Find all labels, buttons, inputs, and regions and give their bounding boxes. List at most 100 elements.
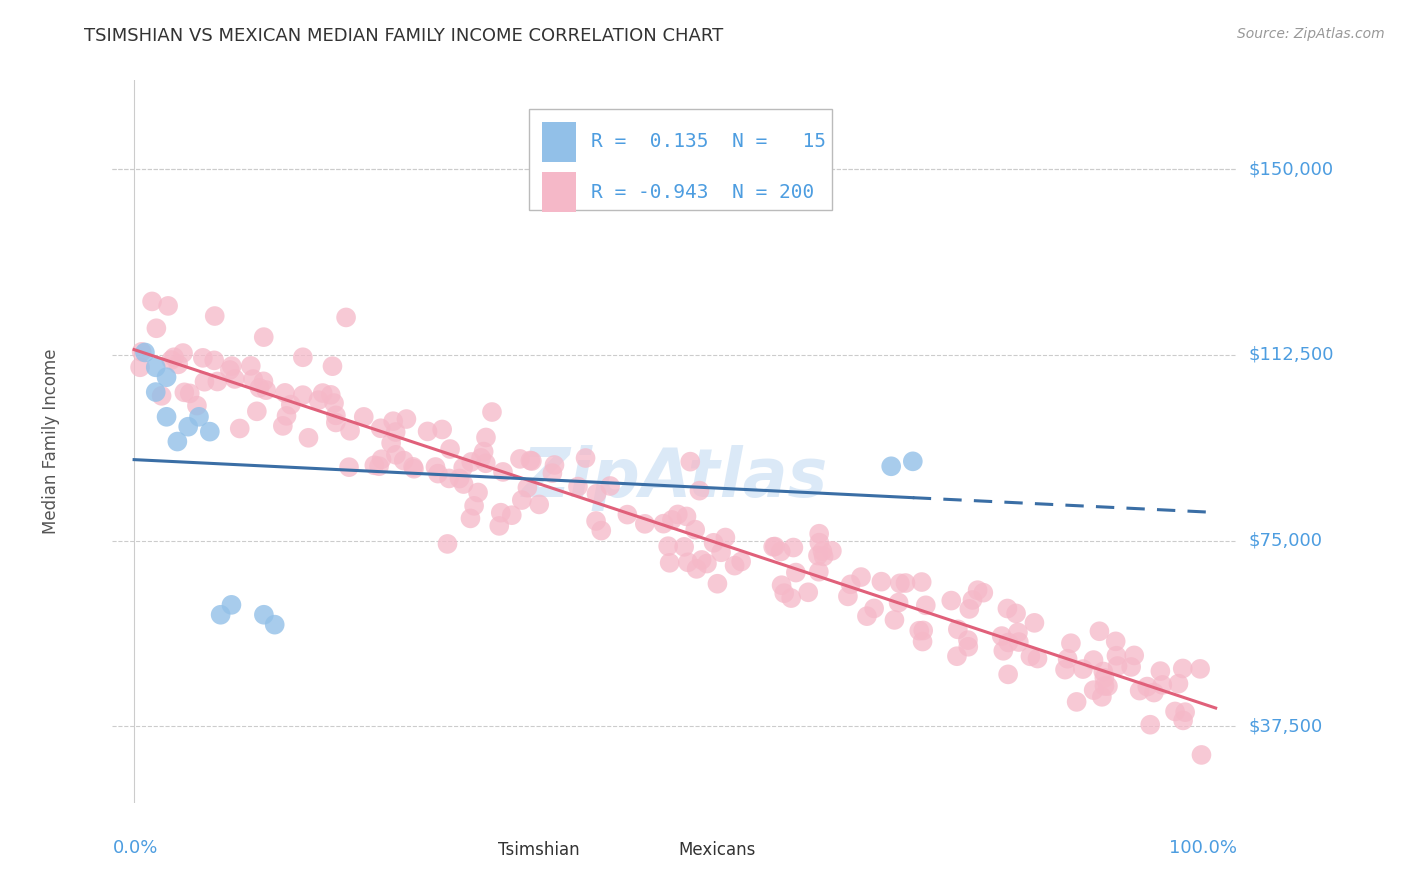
Point: [249, 381, 271, 395]
Point: [673, 540, 696, 554]
Point: [1097, 679, 1119, 693]
Point: [782, 541, 804, 555]
Point: [274, 385, 297, 400]
Point: [797, 585, 820, 599]
Point: [541, 466, 564, 480]
Point: [567, 480, 589, 494]
Point: [509, 451, 531, 466]
Point: [527, 497, 550, 511]
Point: [134, 345, 156, 359]
Point: [1171, 661, 1194, 675]
Point: [808, 526, 831, 541]
Text: R = -0.943  N = 200: R = -0.943 N = 200: [591, 183, 814, 202]
Point: [280, 398, 302, 412]
Point: [813, 549, 835, 564]
Point: [808, 535, 831, 549]
Point: [166, 434, 188, 449]
Point: [145, 385, 167, 400]
Point: [997, 635, 1019, 649]
Point: [666, 508, 689, 522]
Text: R =  0.135  N =   15: R = 0.135 N = 15: [591, 132, 825, 152]
Point: [229, 421, 252, 435]
Point: [193, 375, 215, 389]
Point: [475, 456, 498, 470]
Point: [1019, 649, 1042, 664]
Point: [291, 351, 314, 365]
Point: [1105, 634, 1128, 648]
Point: [679, 455, 702, 469]
Point: [856, 609, 879, 624]
Bar: [647, 838, 672, 861]
Point: [574, 450, 596, 465]
Point: [1171, 714, 1194, 728]
Point: [956, 633, 979, 648]
Text: 100.0%: 100.0%: [1170, 838, 1237, 857]
Point: [209, 607, 232, 622]
Point: [688, 483, 710, 498]
Point: [155, 370, 177, 384]
Point: [821, 544, 844, 558]
Point: [467, 485, 489, 500]
Point: [883, 613, 905, 627]
Point: [1024, 615, 1046, 630]
Point: [1007, 625, 1029, 640]
Point: [204, 309, 226, 323]
Point: [690, 553, 713, 567]
Point: [402, 459, 425, 474]
Text: Source: ZipAtlas.com: Source: ZipAtlas.com: [1237, 27, 1385, 41]
Point: [946, 649, 969, 664]
Point: [150, 389, 173, 403]
Point: [384, 425, 406, 439]
Point: [914, 599, 936, 613]
Point: [1149, 664, 1171, 678]
Point: [1083, 683, 1105, 698]
Point: [652, 516, 675, 531]
Point: [460, 511, 482, 525]
Point: [155, 409, 177, 424]
Point: [585, 514, 607, 528]
Point: [325, 409, 347, 423]
Point: [763, 540, 786, 554]
Point: [430, 422, 453, 436]
Point: [339, 424, 361, 438]
Point: [1189, 662, 1212, 676]
Point: [370, 421, 392, 435]
Point: [849, 570, 872, 584]
Text: $75,000: $75,000: [1249, 532, 1323, 549]
Point: [770, 578, 793, 592]
Point: [730, 555, 752, 569]
Point: [1053, 663, 1076, 677]
Point: [167, 357, 190, 371]
Point: [472, 444, 495, 458]
Point: [685, 562, 707, 576]
Point: [177, 419, 200, 434]
Point: [312, 386, 335, 401]
Point: [276, 409, 298, 423]
Point: [1129, 683, 1152, 698]
Point: [807, 549, 830, 563]
Point: [337, 460, 360, 475]
Point: [395, 412, 418, 426]
Point: [246, 404, 269, 418]
Point: [392, 453, 415, 467]
Point: [997, 667, 1019, 681]
Point: [335, 310, 357, 325]
Point: [1121, 660, 1143, 674]
Point: [520, 454, 543, 468]
Point: [1152, 678, 1174, 692]
Point: [449, 471, 471, 485]
Point: [1066, 695, 1088, 709]
Point: [1092, 671, 1115, 685]
Point: [224, 372, 246, 386]
Point: [901, 454, 924, 468]
Point: [911, 634, 934, 648]
Point: [368, 459, 391, 474]
Point: [239, 359, 262, 373]
Point: [488, 519, 510, 533]
Point: [519, 453, 541, 467]
Point: [163, 350, 186, 364]
Point: [131, 344, 153, 359]
Text: $150,000: $150,000: [1249, 161, 1333, 178]
Point: [308, 393, 330, 408]
Point: [710, 545, 733, 559]
